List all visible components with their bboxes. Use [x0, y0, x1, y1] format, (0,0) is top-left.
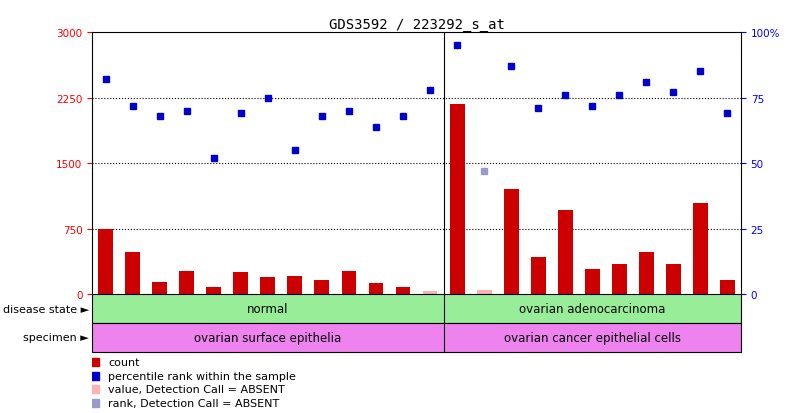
Bar: [92, 323, 444, 352]
Bar: [92, 295, 444, 323]
Bar: [477, 290, 492, 295]
Bar: [693, 204, 708, 295]
Bar: [315, 280, 329, 295]
Text: normal: normal: [247, 302, 288, 316]
Text: ovarian cancer epithelial cells: ovarian cancer epithelial cells: [504, 331, 681, 344]
Bar: [720, 281, 735, 295]
Bar: [260, 277, 276, 295]
Bar: [179, 272, 194, 295]
Text: ovarian adenocarcinoma: ovarian adenocarcinoma: [519, 302, 666, 316]
Text: specimen ►: specimen ►: [23, 332, 89, 342]
Bar: [152, 282, 167, 295]
Bar: [444, 295, 741, 323]
Bar: [368, 283, 384, 295]
Bar: [423, 291, 437, 295]
Bar: [444, 323, 741, 352]
Bar: [341, 272, 356, 295]
Bar: [585, 269, 600, 295]
Bar: [125, 252, 140, 295]
Text: rank, Detection Call = ABSENT: rank, Detection Call = ABSENT: [108, 398, 280, 408]
Bar: [504, 190, 518, 295]
Title: GDS3592 / 223292_s_at: GDS3592 / 223292_s_at: [328, 18, 505, 32]
Bar: [449, 104, 465, 295]
Bar: [99, 229, 113, 295]
Bar: [639, 252, 654, 295]
Text: disease state ►: disease state ►: [2, 304, 89, 314]
Bar: [233, 272, 248, 295]
Text: percentile rank within the sample: percentile rank within the sample: [108, 371, 296, 381]
Bar: [612, 264, 626, 295]
Text: value, Detection Call = ABSENT: value, Detection Call = ABSENT: [108, 385, 285, 394]
Text: ovarian surface epithelia: ovarian surface epithelia: [194, 331, 341, 344]
Bar: [396, 287, 410, 295]
Bar: [288, 277, 302, 295]
Bar: [666, 264, 681, 295]
Bar: [207, 288, 221, 295]
Bar: [531, 257, 545, 295]
Bar: [557, 211, 573, 295]
Text: count: count: [108, 357, 140, 367]
